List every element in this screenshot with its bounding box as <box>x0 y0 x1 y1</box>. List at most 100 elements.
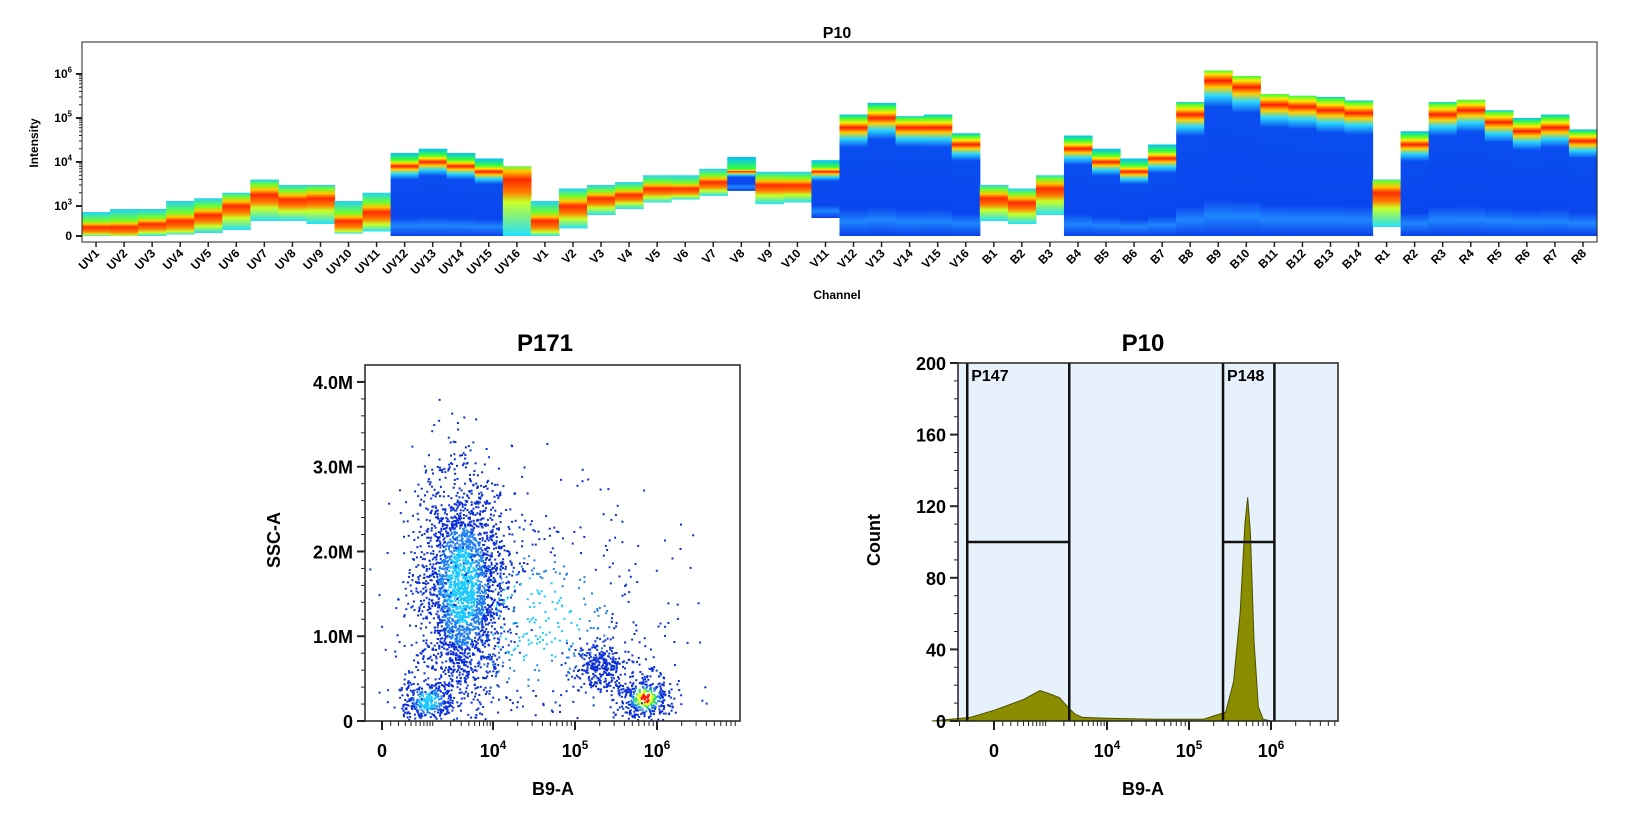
spectrum-channel-label: UV11 <box>352 246 383 277</box>
scatter-point <box>478 648 481 651</box>
scatter-point <box>407 686 409 689</box>
scatter-point <box>478 574 480 577</box>
scatter-point <box>418 701 421 704</box>
scatter-point <box>482 517 485 520</box>
scatter-point <box>473 576 476 578</box>
scatter-point <box>440 690 442 693</box>
scatter-point <box>474 568 477 571</box>
scatter-point <box>581 468 584 471</box>
scatter-point <box>431 647 434 650</box>
scatter-point <box>541 631 544 634</box>
scatter-point <box>468 556 471 559</box>
scatter-point <box>450 509 452 512</box>
scatter-point <box>418 699 421 702</box>
scatter-point <box>503 630 506 633</box>
scatter-point <box>457 428 460 431</box>
scatter-point <box>612 562 614 565</box>
scatter-point <box>559 711 561 713</box>
histogram-x-tick-label: 106 <box>1258 739 1285 761</box>
scatter-point <box>425 639 428 642</box>
scatter-point <box>466 509 469 512</box>
scatter-point <box>544 611 547 614</box>
scatter-point <box>449 632 452 635</box>
scatter-point <box>605 662 608 665</box>
scatter-point <box>443 596 446 599</box>
scatter-point <box>606 610 609 612</box>
scatter-point <box>447 534 450 537</box>
scatter-point <box>473 628 475 631</box>
scatter-point <box>445 615 447 618</box>
scatter-point <box>453 597 456 600</box>
scatter-point <box>471 511 474 514</box>
scatter-point <box>447 634 449 637</box>
scatter-point <box>432 602 435 605</box>
scatter-point <box>568 647 571 650</box>
scatter-point <box>467 580 469 582</box>
scatter-point <box>444 509 447 512</box>
scatter-point <box>415 565 418 568</box>
scatter-point <box>473 543 476 546</box>
scatter-point <box>429 607 432 610</box>
scatter-point <box>446 622 449 625</box>
scatter-point <box>432 573 435 576</box>
scatter-point <box>434 535 437 538</box>
scatter-point <box>458 605 461 608</box>
scatter-point <box>443 598 446 601</box>
scatter-point <box>432 505 434 508</box>
scatter-point <box>629 681 632 684</box>
scatter-point <box>642 702 644 705</box>
scatter-point <box>450 594 453 596</box>
scatter-point <box>554 571 557 574</box>
scatter-point <box>610 668 613 671</box>
scatter-point <box>493 599 496 602</box>
scatter-point <box>476 553 479 556</box>
scatter-point <box>541 577 544 580</box>
scatter-point <box>464 681 467 684</box>
scatter-point <box>453 718 456 721</box>
scatter-point <box>508 658 511 661</box>
scatter-point <box>469 480 472 483</box>
spectrum-channel-label: UV4 <box>160 246 187 273</box>
scatter-point <box>443 605 446 608</box>
scatter-point <box>643 688 646 691</box>
scatter-point <box>484 509 487 512</box>
scatter-point <box>412 531 415 533</box>
scatter-point <box>452 653 455 656</box>
scatter-point <box>491 633 494 636</box>
scatter-point <box>686 641 689 644</box>
scatter-point <box>444 632 447 635</box>
scatter-point <box>662 704 665 707</box>
scatter-point <box>466 604 469 607</box>
scatter-point <box>455 622 458 625</box>
scatter-point <box>497 602 500 605</box>
scatter-point <box>472 589 475 592</box>
scatter-point <box>616 679 618 682</box>
scatter-point <box>464 578 467 581</box>
scatter-point <box>456 513 459 515</box>
scatter-point <box>594 667 596 670</box>
scatter-point <box>528 555 530 558</box>
scatter-point <box>490 563 493 566</box>
scatter-point <box>463 679 466 682</box>
scatter-point <box>443 562 446 565</box>
scatter-point <box>635 624 638 627</box>
scatter-point <box>540 590 543 593</box>
scatter-point <box>422 658 425 660</box>
scatter-point <box>583 536 586 538</box>
scatter-point <box>478 559 481 562</box>
scatter-y-axis-label: SSC-A <box>264 512 284 568</box>
scatter-point <box>616 662 619 665</box>
scatter-point <box>585 654 588 657</box>
scatter-point <box>394 650 397 653</box>
scatter-point <box>638 696 641 699</box>
scatter-point <box>653 706 656 709</box>
scatter-point <box>417 662 420 665</box>
scatter-point <box>487 594 490 596</box>
scatter-point <box>440 527 443 530</box>
scatter-point <box>594 670 597 673</box>
scatter-point <box>699 641 702 644</box>
scatter-point <box>475 643 478 646</box>
scatter-point <box>419 600 422 602</box>
scatter-point <box>620 695 623 698</box>
scatter-point <box>453 538 456 540</box>
